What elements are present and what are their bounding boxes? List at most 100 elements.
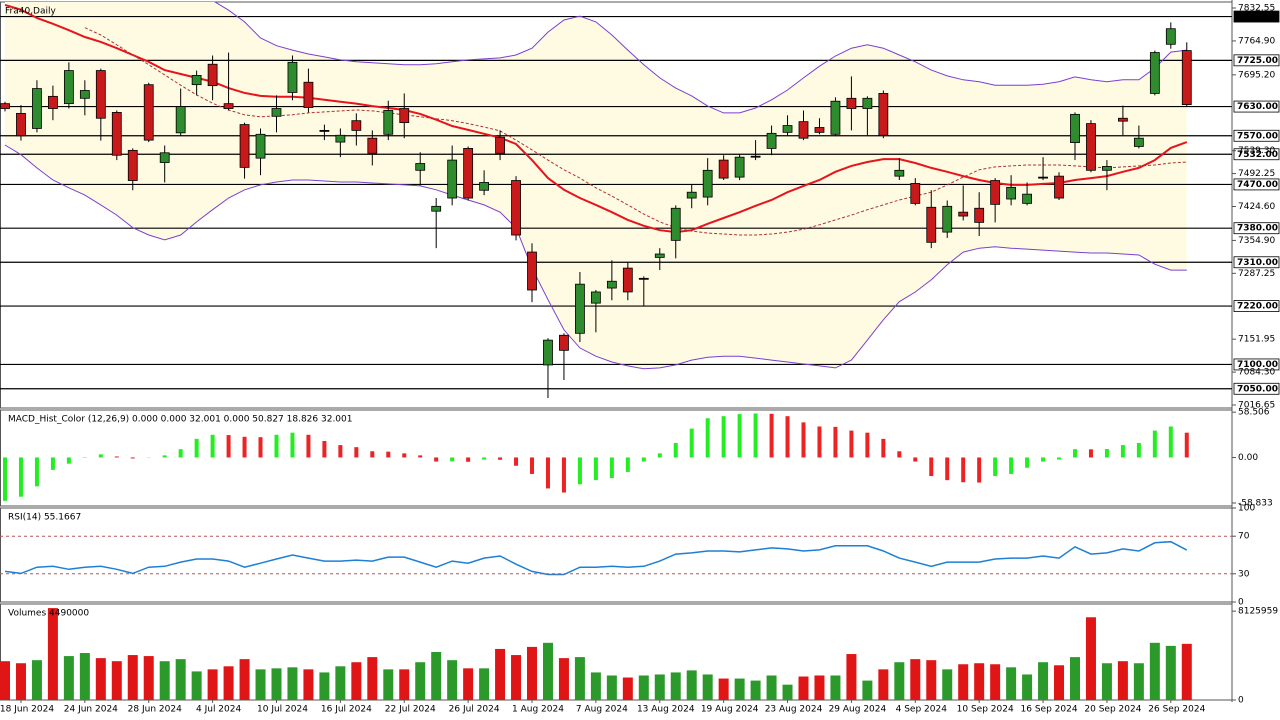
moving-average xyxy=(4,3,1188,234)
macd-bar xyxy=(530,457,535,474)
candle-body xyxy=(1118,117,1128,122)
candle-body xyxy=(734,156,745,178)
macd-bar xyxy=(450,457,455,462)
y-tick-label: 0 xyxy=(1238,696,1244,706)
volume-bar xyxy=(207,669,218,700)
y-tick-label: 70 xyxy=(1238,532,1250,542)
y-tick-label: 7151.95 xyxy=(1238,335,1275,345)
candle-body xyxy=(191,75,202,86)
candle-body xyxy=(718,159,729,179)
candle-body xyxy=(255,133,266,159)
volume-bar xyxy=(686,670,697,700)
macd-bar xyxy=(226,435,231,458)
candle-body xyxy=(351,120,362,131)
level-label-box xyxy=(1233,10,1280,23)
y-tick-label: 7539.30 xyxy=(1238,146,1275,156)
macd-bar xyxy=(977,457,982,483)
level-label: 7050.00 xyxy=(1237,384,1278,394)
macd-bar xyxy=(929,457,934,477)
candle-body xyxy=(1102,166,1112,171)
candle-body xyxy=(1181,50,1192,106)
level-label-box xyxy=(1233,178,1280,191)
volume-bar xyxy=(622,677,633,700)
volume-bar xyxy=(159,661,170,700)
candle-body xyxy=(974,207,985,223)
candle-body xyxy=(814,127,825,133)
macd-bar xyxy=(1120,445,1125,458)
volume-bar xyxy=(862,680,873,700)
candle-body xyxy=(495,136,505,154)
candle-body xyxy=(894,169,905,177)
candle-body xyxy=(1149,52,1160,94)
macd-bar xyxy=(609,457,614,479)
candle-body xyxy=(16,112,26,137)
macd-bar xyxy=(881,438,886,458)
volume-bar xyxy=(1101,663,1112,700)
volume-bar xyxy=(718,678,729,700)
macd-bar xyxy=(961,457,966,483)
volume-bar xyxy=(910,659,921,700)
candle-body xyxy=(1165,28,1176,45)
volume-bar xyxy=(367,657,378,700)
macd-bar xyxy=(306,434,311,458)
x-tick-label: 4 Jul 2024 xyxy=(196,705,241,715)
candle-body xyxy=(223,103,234,109)
level-label: 7630.00 xyxy=(1237,102,1278,112)
volume-bar xyxy=(958,664,969,700)
level-label: 7532.00 xyxy=(1237,150,1278,160)
macd-bar xyxy=(545,457,550,489)
candle-body xyxy=(0,103,10,109)
macd-bar xyxy=(498,457,503,460)
candle-body xyxy=(1022,193,1032,204)
volume-bar xyxy=(1117,661,1128,700)
volume-bar xyxy=(111,661,122,700)
volume-bar xyxy=(990,664,1001,700)
macd-bar xyxy=(194,438,199,458)
price-plot xyxy=(0,2,1232,399)
volume-bar xyxy=(1006,667,1017,700)
level-label-box xyxy=(1233,100,1280,113)
macd-bar xyxy=(737,414,742,458)
macd-bar xyxy=(242,436,247,458)
candle-body xyxy=(670,207,681,241)
level-label: 7725.00 xyxy=(1237,56,1278,66)
macd-bar xyxy=(753,413,758,458)
macd-bar xyxy=(1184,432,1189,458)
volume-bar xyxy=(1181,643,1192,700)
candle-body xyxy=(926,206,937,243)
candle-body xyxy=(575,283,585,334)
candle-body xyxy=(207,63,218,87)
candle-body xyxy=(1038,176,1048,179)
macd-bar xyxy=(785,416,790,458)
volume-bar xyxy=(1149,642,1160,700)
volume-bar xyxy=(447,660,458,700)
y-tick-label: -58.833 xyxy=(1238,499,1273,509)
macd-bar xyxy=(1152,430,1157,458)
level-label: 7220.00 xyxy=(1237,302,1278,312)
x-tick-label: 23 Aug 2024 xyxy=(765,705,823,715)
candle-body xyxy=(910,183,921,204)
volume-bar xyxy=(431,652,442,700)
candle-body xyxy=(958,211,969,217)
volume-bar xyxy=(15,663,26,700)
volume-bar xyxy=(1085,617,1096,700)
band-upper xyxy=(214,2,1187,114)
macd-bar xyxy=(290,432,295,458)
volume-bar xyxy=(1165,645,1176,700)
candle-body xyxy=(1054,175,1064,199)
panel-title: Fra40,Daily xyxy=(5,7,56,17)
candle-body xyxy=(239,124,250,168)
candle-body xyxy=(543,339,553,366)
y-tick-label: 7832.55 xyxy=(1238,4,1275,14)
candle-body xyxy=(702,169,713,198)
candle-body xyxy=(95,70,106,119)
macd-bar xyxy=(274,434,279,458)
y-tick-label: 7492.25 xyxy=(1238,169,1275,179)
y-tick-label: 7016.65 xyxy=(1238,401,1275,411)
volume-bar xyxy=(1022,674,1033,700)
volume-bar xyxy=(782,684,793,700)
candle-body xyxy=(463,148,474,199)
volume-bar xyxy=(830,675,841,700)
candle-body xyxy=(319,130,330,132)
